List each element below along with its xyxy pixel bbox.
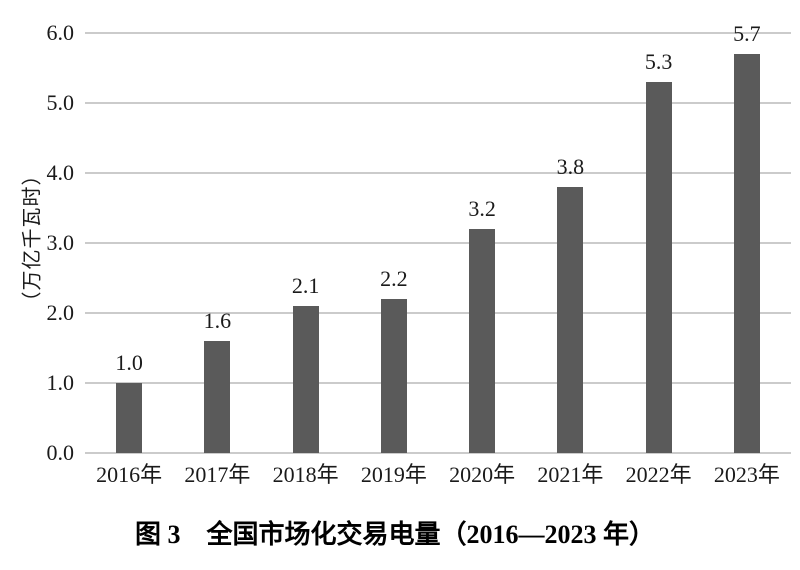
gridline: [85, 32, 791, 34]
y-axis-tick-label: 1.0: [46, 370, 75, 395]
bar-2018: [292, 306, 319, 453]
y-axis-tick-label: 2.0: [46, 300, 75, 325]
x-axis-label: 2022年: [625, 462, 692, 487]
y-axis-tick-label: 4.0: [46, 160, 75, 185]
chart-caption: 图 3 全国市场化交易电量（2016—2023 年）: [134, 520, 655, 549]
bar-2023: [733, 54, 760, 453]
gridline: [85, 452, 791, 454]
bar-2021: [557, 187, 584, 453]
gridline: [85, 382, 791, 384]
x-axis-label: 2023年: [713, 462, 780, 487]
y-axis-tick-label: 3.0: [46, 230, 75, 255]
bar-2017: [204, 341, 231, 453]
gridline: [85, 102, 791, 104]
gridline: [85, 242, 791, 244]
gridline: [85, 172, 791, 174]
bar-value-label: 3.2: [468, 196, 496, 221]
bar-2022: [645, 82, 672, 453]
y-axis-tick-label: 0.0: [46, 440, 75, 465]
y-axis-tick-label: 5.0: [46, 90, 75, 115]
x-axis-label: 2016年: [96, 462, 163, 487]
bar-value-label: 1.0: [115, 350, 143, 375]
bar-value-label: 1.6: [203, 308, 232, 333]
bar-2019: [380, 299, 407, 453]
bar-2016: [116, 383, 143, 453]
x-axis-label: 2019年: [360, 462, 427, 487]
gridline: [85, 312, 791, 314]
bar-value-label: 3.8: [556, 154, 585, 179]
bar-2020: [469, 229, 496, 453]
x-axis-label: 2018年: [272, 462, 339, 487]
bar-value-label: 5.7: [733, 21, 761, 46]
x-axis-label: 2021年: [537, 462, 604, 487]
bar-value-label: 2.1: [291, 273, 320, 298]
x-axis-label: 2017年: [184, 462, 251, 487]
bar-value-label: 2.2: [380, 266, 408, 291]
x-axis-label: 2020年: [449, 462, 516, 487]
y-axis-tick-label: 6.0: [46, 20, 75, 45]
bar-value-label: 5.3: [644, 49, 673, 74]
